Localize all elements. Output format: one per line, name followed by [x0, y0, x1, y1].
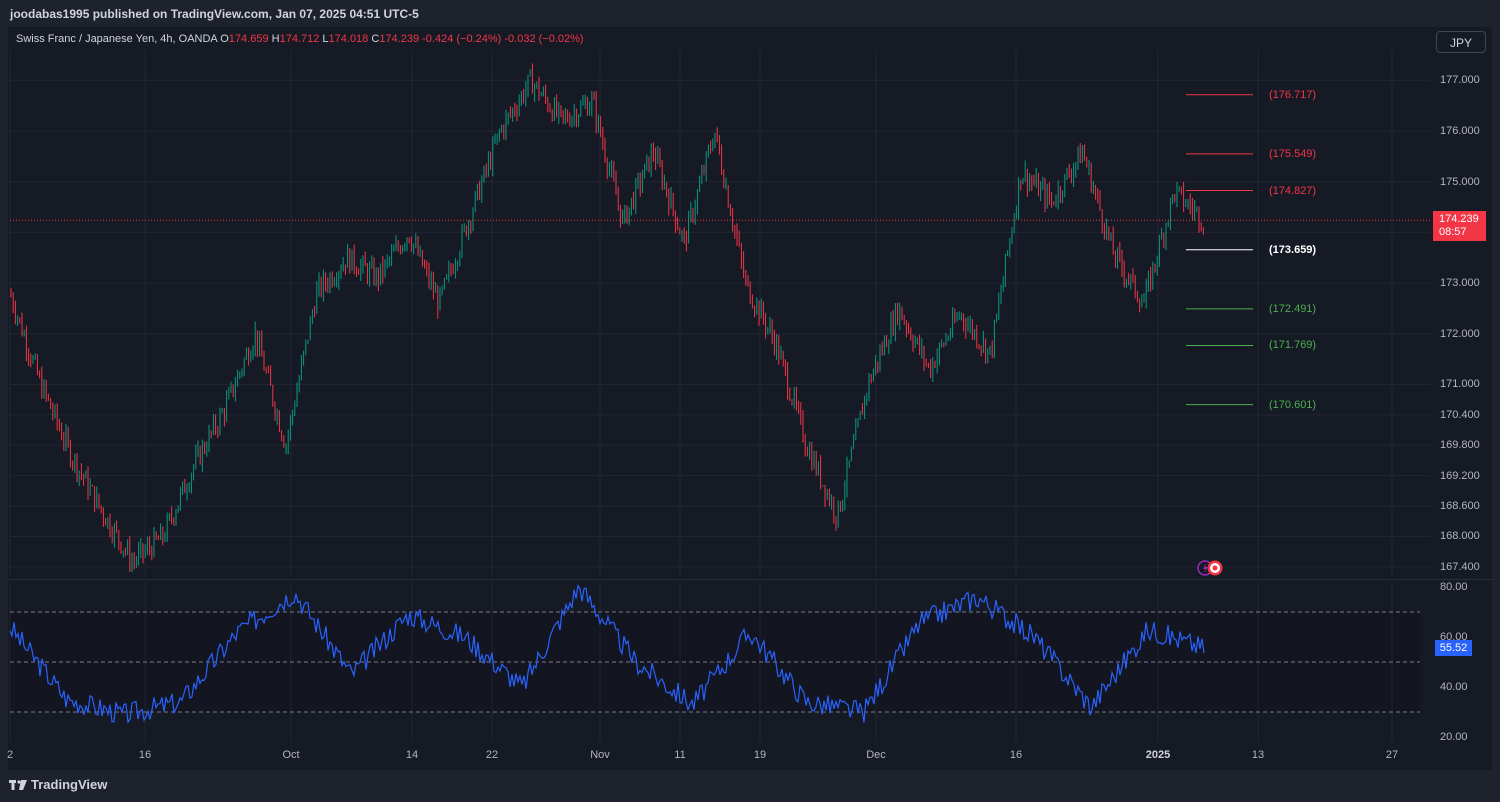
price-axis-label: 177.000 — [1440, 74, 1480, 87]
rsi-axis-label: 20.00 — [1440, 731, 1468, 743]
price-axis-label: 167.400 — [1440, 560, 1480, 573]
time-axis-label: 19 — [753, 749, 767, 761]
fib-level-label: (176.717) — [1269, 88, 1317, 101]
low-label: L — [322, 33, 329, 45]
rsi-axis-label: 80.00 — [1440, 581, 1468, 593]
tradingview-logo-icon — [9, 780, 27, 790]
price-axis-label: 168.000 — [1440, 530, 1480, 543]
fib-level-label: (172.491) — [1269, 302, 1317, 315]
change-value-2: -0.032 (−0.02%) — [504, 33, 584, 45]
bar-countdown: 08:57 — [1439, 226, 1467, 239]
time-axis-label: 16 — [138, 749, 152, 761]
pane-separator[interactable] — [8, 579, 1492, 580]
fib-level-label: (173.659) — [1269, 243, 1317, 256]
price-axis-label: 172.000 — [1440, 327, 1480, 340]
close-label: C — [371, 33, 380, 45]
price-axis-label: 168.600 — [1440, 500, 1480, 513]
brand-name: TradingView — [31, 777, 108, 792]
change-value: -0.424 (−0.24%) — [422, 33, 502, 45]
rsi-axis-label: 40.00 — [1440, 681, 1468, 693]
time-axis-label: 14 — [405, 749, 419, 761]
currency-button[interactable]: JPY — [1436, 31, 1486, 53]
symbol-name: Swiss Franc / Japanese Yen, 4h, OANDA — [16, 33, 218, 45]
close-value: 174.239 — [379, 33, 420, 45]
open-label: O — [220, 33, 229, 45]
rsi-axis-label: 60.00 — [1440, 631, 1468, 643]
chart-frame — [8, 27, 1492, 770]
low-value: 174.018 — [328, 33, 369, 45]
symbol-legend: Swiss Franc / Japanese Yen, 4h, OANDA O1… — [16, 33, 584, 45]
rsi-line — [9, 584, 1205, 724]
time-axis-label: Oct — [282, 749, 300, 761]
fib-level-label: (175.549) — [1269, 147, 1317, 160]
fib-level-label: (171.769) — [1269, 339, 1317, 352]
open-value: 174.659 — [228, 33, 269, 45]
event-markers[interactable] — [1196, 559, 1228, 577]
price-axis-label: 176.000 — [1440, 125, 1480, 138]
price-axis-label: 173.000 — [1440, 277, 1480, 290]
rsi-value-tag: 55.52 — [1435, 640, 1472, 657]
fib-level-label: (174.827) — [1269, 184, 1317, 197]
time-axis-label: 2 — [6, 749, 14, 761]
rsi-band — [10, 612, 1420, 712]
time-axis-label: 2025 — [1145, 749, 1171, 761]
time-axis-label: 11 — [674, 749, 686, 761]
time-axis-label: Nov — [590, 749, 610, 761]
price-axis-label: 170.400 — [1440, 408, 1480, 421]
price-axis-label: 175.000 — [1440, 175, 1480, 188]
price-axis-label: 169.800 — [1440, 439, 1480, 452]
high-value: 174.712 — [279, 33, 320, 45]
price-axis-label: 169.200 — [1440, 469, 1480, 482]
time-axis-label: Dec — [866, 749, 886, 761]
published-line: joodabas1995 published on TradingView.co… — [10, 7, 419, 21]
time-axis-label: 27 — [1385, 749, 1399, 761]
time-axis-label: 13 — [1251, 749, 1265, 761]
current-price-tag: 174.239 08:57 — [1433, 211, 1486, 242]
current-price-value: 174.239 — [1439, 213, 1479, 226]
tradingview-brand[interactable]: TradingView — [9, 777, 107, 792]
high-label: H — [271, 33, 280, 45]
time-axis-label: 16 — [1009, 749, 1023, 761]
price-axis-label: 171.000 — [1440, 378, 1480, 391]
fib-level-label: (170.601) — [1269, 398, 1317, 411]
time-axis-label: 22 — [485, 749, 499, 761]
